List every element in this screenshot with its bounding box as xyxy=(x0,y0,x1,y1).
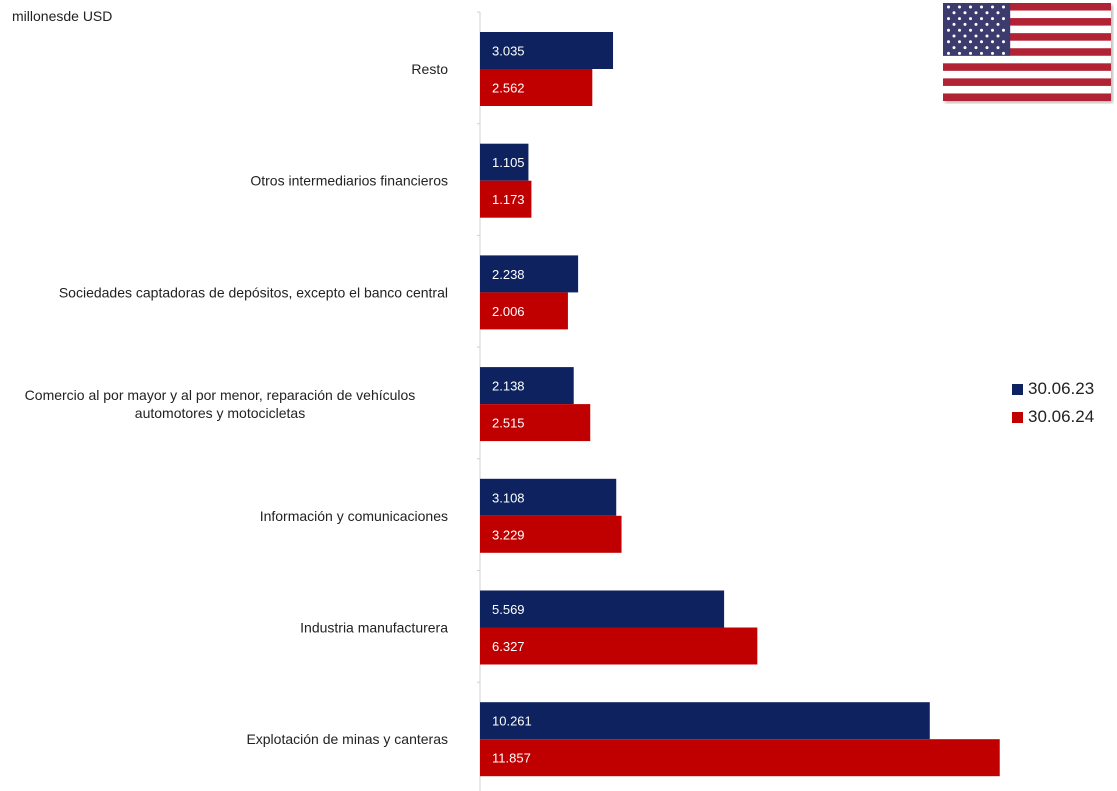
bar-2023 xyxy=(480,478,617,516)
bar-2023 xyxy=(480,702,930,740)
data-label: 3.108 xyxy=(492,490,525,505)
data-label: 2.138 xyxy=(492,379,525,394)
bar-2024 xyxy=(480,404,591,442)
data-label: 3.229 xyxy=(492,527,525,542)
category-label: Otros intermediarios financieros xyxy=(250,173,448,189)
category-label: Industria manufacturera xyxy=(300,620,448,636)
legend-item-2024: 30.06.24 xyxy=(1012,403,1094,431)
data-label: 6.327 xyxy=(492,639,525,654)
category-label: Resto xyxy=(411,61,448,77)
data-label: 2.562 xyxy=(492,81,525,96)
bar-2023 xyxy=(480,590,725,628)
data-label: 2.238 xyxy=(492,267,525,282)
legend: 30.06.23 30.06.24 xyxy=(1012,375,1094,431)
bar-2024 xyxy=(480,69,593,106)
bar-2023 xyxy=(480,143,529,181)
bar-2024 xyxy=(480,292,568,330)
legend-item-2023: 30.06.23 xyxy=(1012,375,1094,403)
data-label: 2.515 xyxy=(492,416,525,431)
unit-label: millonesde USD xyxy=(12,8,113,24)
category-label: Explotación de minas y canteras xyxy=(246,731,448,747)
data-label: 1.173 xyxy=(492,192,525,207)
legend-label-2024: 30.06.24 xyxy=(1028,407,1095,426)
bar-2024 xyxy=(480,515,622,553)
category-label: Comercio al por mayor y al por menor, re… xyxy=(25,387,416,421)
legend-swatch-2024 xyxy=(1012,411,1023,423)
bar-2024 xyxy=(480,627,758,665)
category-label: Sociedades captadoras de depósitos, exce… xyxy=(59,284,448,300)
data-label: 10.261 xyxy=(492,714,532,729)
legend-swatch-2023 xyxy=(1012,383,1023,395)
data-label: 5.569 xyxy=(492,602,525,617)
bar-2024 xyxy=(480,739,1000,777)
data-label: 2.006 xyxy=(492,304,525,319)
data-label: 3.035 xyxy=(492,44,525,59)
data-label: 1.105 xyxy=(492,155,525,170)
data-label: 11.857 xyxy=(492,751,531,766)
bar-2023 xyxy=(480,32,614,69)
us-flag-icon xyxy=(943,3,1114,104)
bar-2023 xyxy=(480,255,579,293)
legend-label-2023: 30.06.23 xyxy=(1028,379,1095,398)
bar-2024 xyxy=(480,180,532,218)
category-label: Información y comunicaciones xyxy=(260,508,448,524)
bar-2023 xyxy=(480,367,574,405)
